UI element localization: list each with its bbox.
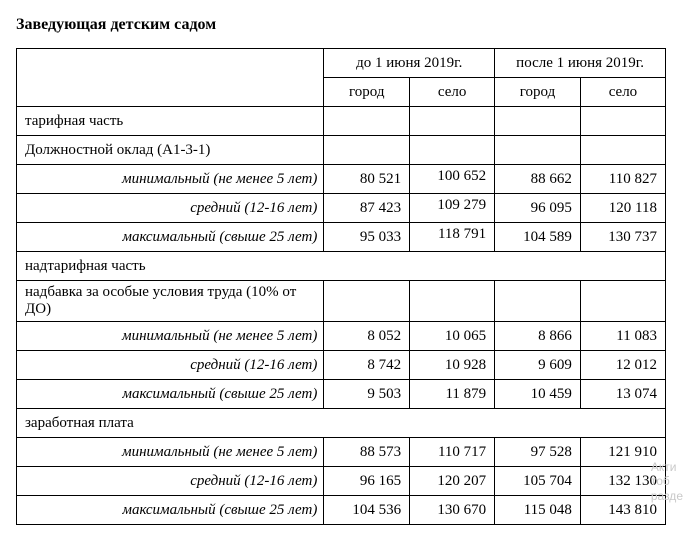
row-total-max: максимальный (свыше 25 лет) 104 536 130 … — [17, 496, 666, 525]
label-base-mid: средний (12-16 лет) — [17, 194, 324, 223]
cell: 121 910 — [580, 438, 665, 467]
header-after-village: село — [580, 78, 665, 107]
label-bonus-mid: средний (12-16 лет) — [17, 351, 324, 380]
cell: 12 012 — [580, 351, 665, 380]
header-before: до 1 июня 2019г. — [324, 49, 495, 78]
row-bonus-mid: средний (12-16 лет) 8 742 10 928 9 609 1… — [17, 351, 666, 380]
cell: 88 662 — [495, 165, 581, 194]
cell: 95 033 — [324, 223, 410, 252]
row-bonus-min: минимальный (не менее 5 лет) 8 052 10 06… — [17, 322, 666, 351]
label-base-min: минимальный (не менее 5 лет) — [17, 165, 324, 194]
row-base-min: минимальный (не менее 5 лет) 80 521 100 … — [17, 165, 666, 194]
label-total-min: минимальный (не менее 5 лет) — [17, 438, 324, 467]
row-total-min: минимальный (не менее 5 лет) 88 573 110 … — [17, 438, 666, 467]
cell: 87 423 — [324, 194, 410, 223]
row-total-mid: средний (12-16 лет) 96 165 120 207 105 7… — [17, 467, 666, 496]
section-supra-tariff: надтарифная часть — [17, 252, 666, 281]
cell: 9 503 — [324, 380, 410, 409]
label-base-salary: Должностной оклад (А1-3-1) — [17, 136, 324, 165]
header-before-city: город — [324, 78, 410, 107]
cell: 13 074 — [580, 380, 665, 409]
cell: 97 528 — [495, 438, 581, 467]
cell: 120 118 — [580, 194, 665, 223]
cell: 120 207 — [410, 467, 495, 496]
cell: 130 737 — [580, 223, 665, 252]
label-total-max: максимальный (свыше 25 лет) — [17, 496, 324, 525]
cell: 100 652 — [410, 165, 495, 194]
cell: 104 589 — [495, 223, 581, 252]
label-tariff: тарифная часть — [17, 107, 324, 136]
cell: 10 459 — [495, 380, 581, 409]
header-empty — [17, 49, 324, 107]
label-special-bonus: надбавка за особые условия труда (10% от… — [17, 281, 324, 322]
cell: 143 810 — [580, 496, 665, 525]
row-bonus-max: максимальный (свыше 25 лет) 9 503 11 879… — [17, 380, 666, 409]
cell: 115 048 — [495, 496, 581, 525]
cell: 110 827 — [580, 165, 665, 194]
label-bonus-max: максимальный (свыше 25 лет) — [17, 380, 324, 409]
row-base-mid: средний (12-16 лет) 87 423 109 279 96 09… — [17, 194, 666, 223]
cell: 130 670 — [410, 496, 495, 525]
cell: 105 704 — [495, 467, 581, 496]
header-row-period: до 1 июня 2019г. после 1 июня 2019г. — [17, 49, 666, 78]
section-base-salary: Должностной оклад (А1-3-1) — [17, 136, 666, 165]
cell: 104 536 — [324, 496, 410, 525]
cell: 8 052 — [324, 322, 410, 351]
cell: 8 866 — [495, 322, 581, 351]
cell: 11 083 — [580, 322, 665, 351]
label-supra-tariff: надтарифная часть — [17, 252, 666, 281]
section-special-bonus: надбавка за особые условия труда (10% от… — [17, 281, 666, 322]
header-after: после 1 июня 2019г. — [495, 49, 666, 78]
section-total-salary: заработная плата — [17, 409, 666, 438]
header-before-village: село — [410, 78, 495, 107]
cell: 10 065 — [410, 322, 495, 351]
header-after-city: город — [495, 78, 581, 107]
salary-table: до 1 июня 2019г. после 1 июня 2019г. гор… — [16, 48, 666, 525]
cell: 132 130 — [580, 467, 665, 496]
row-base-max: максимальный (свыше 25 лет) 95 033 118 7… — [17, 223, 666, 252]
cell: 118 791 — [410, 223, 495, 252]
cell: 8 742 — [324, 351, 410, 380]
label-total-mid: средний (12-16 лет) — [17, 467, 324, 496]
cell: 9 609 — [495, 351, 581, 380]
label-total-salary: заработная плата — [17, 409, 666, 438]
cell: 11 879 — [410, 380, 495, 409]
label-base-max: максимальный (свыше 25 лет) — [17, 223, 324, 252]
label-bonus-min: минимальный (не менее 5 лет) — [17, 322, 324, 351]
cell: 80 521 — [324, 165, 410, 194]
cell: 110 717 — [410, 438, 495, 467]
cell: 109 279 — [410, 194, 495, 223]
cell: 10 928 — [410, 351, 495, 380]
cell: 96 095 — [495, 194, 581, 223]
page-title: Заведующая детским садом — [16, 16, 667, 34]
section-tariff: тарифная часть — [17, 107, 666, 136]
cell: 88 573 — [324, 438, 410, 467]
cell: 96 165 — [324, 467, 410, 496]
